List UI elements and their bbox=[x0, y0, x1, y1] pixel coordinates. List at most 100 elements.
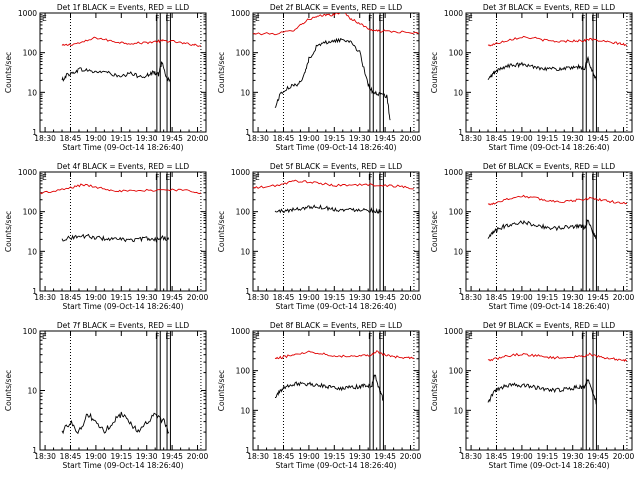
y-tick-label: 1000 bbox=[444, 168, 463, 177]
x-axis-label: Start Time (09-Oct-14 18:26:40) bbox=[488, 461, 609, 470]
marker-label: E bbox=[468, 14, 473, 23]
panel-det-6: Det 6f BLACK = Events, RED = LLD 1 10 100 10… bbox=[430, 162, 635, 311]
panel-title: Det 2f BLACK = Events, RED = LLD bbox=[270, 3, 403, 12]
x-tick-label: 20:00 bbox=[400, 452, 422, 461]
y-tick-label: 1 bbox=[458, 128, 463, 137]
plot-frame bbox=[252, 171, 420, 292]
y-tick-label: 100 bbox=[449, 208, 464, 217]
marker-label: E bbox=[378, 173, 383, 182]
x-tick-label: 19:00 bbox=[511, 293, 533, 302]
series-events-line bbox=[487, 55, 597, 81]
marker-label: E bbox=[378, 332, 383, 341]
y-tick-label: 10 bbox=[27, 247, 37, 256]
x-tick-label: 19:00 bbox=[85, 452, 107, 461]
x-tick-label: 18:30 bbox=[34, 293, 56, 302]
x-tick-label: 19:30 bbox=[136, 134, 158, 143]
x-tick-label: 19:00 bbox=[511, 134, 533, 143]
plot-frame bbox=[465, 12, 633, 133]
y-tick-label: 1 bbox=[32, 446, 37, 455]
y-tick-label: 100 bbox=[236, 49, 251, 58]
plot-frame bbox=[465, 330, 633, 451]
x-tick-label: 18:30 bbox=[247, 134, 269, 143]
y-tick-label: 10 bbox=[240, 247, 250, 256]
plot-frame bbox=[252, 330, 420, 451]
x-tick-label: 20:00 bbox=[613, 293, 635, 302]
panel-det-2: Det 2f BLACK = Events, RED = LLD 1 10 100 10… bbox=[217, 3, 422, 152]
marker-label: E bbox=[42, 332, 47, 341]
series-events-line bbox=[274, 204, 382, 214]
y-tick-label: 1000 bbox=[444, 9, 463, 18]
y-tick-label: 1 bbox=[458, 287, 463, 296]
marker-label: E bbox=[255, 14, 260, 23]
x-tick-label: 19:45 bbox=[374, 293, 396, 302]
marker-label: F bbox=[368, 173, 372, 182]
marker-label: E bbox=[165, 332, 170, 341]
x-tick-label: 19:45 bbox=[587, 293, 609, 302]
x-tick-label: 18:30 bbox=[247, 452, 269, 461]
x-tick-label: 20:00 bbox=[400, 293, 422, 302]
marker-label: E bbox=[255, 173, 260, 182]
series-lld-line bbox=[487, 35, 628, 47]
y-tick-label: 10 bbox=[240, 406, 250, 415]
y-tick-label: 1 bbox=[458, 446, 463, 455]
x-tick-label: 19:00 bbox=[298, 134, 320, 143]
marker-label: E bbox=[591, 332, 596, 341]
x-tick-label: 18:30 bbox=[247, 293, 269, 302]
plot-frame bbox=[39, 171, 207, 292]
marker-label: F bbox=[581, 332, 585, 341]
series-lld-line bbox=[253, 13, 419, 36]
y-axis-label: Counts/sec bbox=[4, 52, 13, 93]
x-tick-label: 19:15 bbox=[323, 293, 345, 302]
panel-title: Det 3f BLACK = Events, RED = LLD bbox=[483, 3, 616, 12]
x-tick-label: 19:15 bbox=[323, 452, 345, 461]
series-lld-line bbox=[487, 352, 628, 362]
marker-label: F bbox=[155, 173, 159, 182]
x-tick-label: 19:15 bbox=[110, 452, 132, 461]
y-tick-label: 100 bbox=[449, 49, 464, 58]
x-tick-label: 18:30 bbox=[460, 452, 482, 461]
marker-label: E bbox=[165, 173, 170, 182]
x-tick-label: 19:00 bbox=[298, 452, 320, 461]
y-tick-label: 100 bbox=[449, 367, 464, 376]
panel-det-1: Det 1f BLACK = Events, RED = LLD 1 10 100 10… bbox=[4, 3, 209, 152]
y-tick-label: 10 bbox=[27, 88, 37, 97]
y-tick-label: 10 bbox=[453, 247, 463, 256]
series-lld-line bbox=[274, 350, 415, 360]
x-tick-label: 20:00 bbox=[187, 134, 209, 143]
x-tick-label: 18:45 bbox=[486, 452, 508, 461]
panel-det-4: Det 4f BLACK = Events, RED = LLD 1 10 100 10… bbox=[4, 162, 209, 311]
x-axis-label: Start Time (09-Oct-14 18:26:40) bbox=[62, 461, 183, 470]
plot-frame bbox=[39, 12, 207, 133]
x-tick-label: 19:30 bbox=[562, 293, 584, 302]
series-lld-line bbox=[61, 36, 202, 47]
x-tick-label: 19:30 bbox=[349, 293, 371, 302]
x-tick-label: 18:45 bbox=[273, 293, 295, 302]
y-axis-label: Counts/sec bbox=[430, 370, 439, 411]
series-events-line bbox=[487, 378, 597, 405]
series-lld-line bbox=[487, 194, 628, 206]
series-events-line bbox=[61, 61, 171, 83]
x-tick-label: 19:30 bbox=[562, 134, 584, 143]
x-tick-label: 20:00 bbox=[187, 452, 209, 461]
x-tick-label: 19:30 bbox=[349, 134, 371, 143]
panel-title: Det 8f BLACK = Events, RED = LLD bbox=[270, 321, 403, 330]
plot-frame bbox=[252, 12, 420, 133]
marker-label: E bbox=[42, 14, 47, 23]
marker-label: E bbox=[42, 173, 47, 182]
marker-label: F bbox=[581, 14, 585, 23]
marker-label: E bbox=[378, 14, 383, 23]
marker-label: E bbox=[468, 332, 473, 341]
x-tick-label: 19:15 bbox=[536, 293, 558, 302]
x-tick-label: 19:00 bbox=[511, 452, 533, 461]
panel-title: Det 7f BLACK = Events, RED = LLD bbox=[57, 321, 190, 330]
x-axis-label: Start Time (09-Oct-14 18:26:40) bbox=[275, 143, 396, 152]
x-tick-label: 19:15 bbox=[536, 134, 558, 143]
x-axis-label: Start Time (09-Oct-14 18:26:40) bbox=[275, 302, 396, 311]
x-tick-label: 19:45 bbox=[587, 452, 609, 461]
y-tick-label: 10 bbox=[453, 406, 463, 415]
series-events-line bbox=[487, 218, 597, 240]
x-tick-label: 19:15 bbox=[110, 293, 132, 302]
x-tick-label: 18:45 bbox=[60, 293, 82, 302]
marker-label: F bbox=[155, 14, 159, 23]
y-tick-label: 1000 bbox=[444, 327, 463, 336]
